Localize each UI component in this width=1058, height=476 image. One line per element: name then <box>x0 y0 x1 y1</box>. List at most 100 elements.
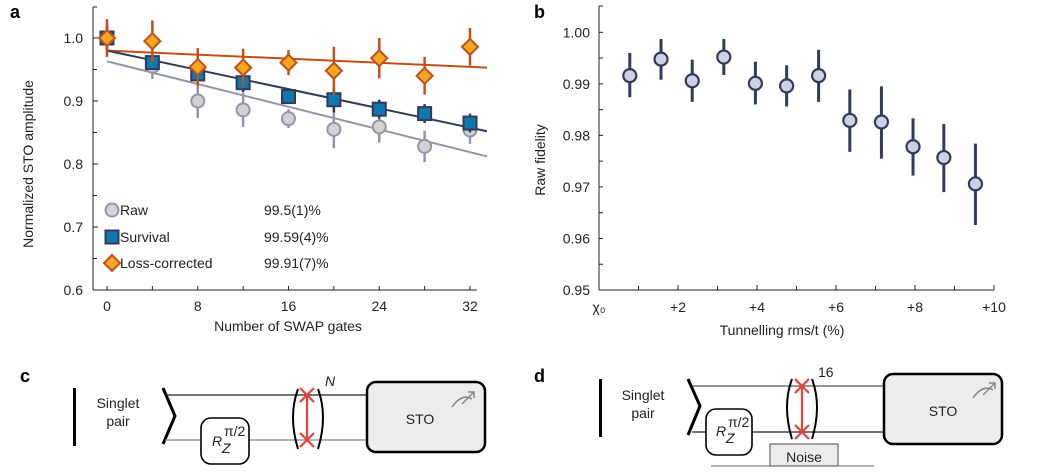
panel-b-xlabel: Tunnelling rms/t (%) <box>720 322 845 338</box>
data-point-loss-corrected <box>102 253 122 273</box>
sto-box <box>365 380 487 454</box>
panel-b-ylabel: Raw fidelity <box>532 124 548 196</box>
x-tick-label: +6 <box>828 299 844 315</box>
x-tick-label: +2 <box>670 299 686 315</box>
data-point <box>811 67 827 84</box>
panel-a-legend: Raw 99.5(1)% Survival 99.59(4)% Loss-correct… <box>102 202 329 273</box>
panel-a-axes: 0.6 0.7 0.8 0.9 1.0 0 8 16 24 32 <box>64 6 478 314</box>
legend-value: 99.5(1)% <box>264 202 321 218</box>
panel-label-a: a <box>10 2 21 22</box>
singlet-label-line1: Singlet <box>97 395 140 411</box>
repeat-paren-right <box>811 378 818 440</box>
data-point <box>747 75 764 91</box>
singlet-label-line2: pair <box>631 405 655 421</box>
data-point-loss-corrected <box>369 48 389 68</box>
rz-gate <box>200 417 250 465</box>
data-point-loss-corrected <box>324 61 344 81</box>
data-point-loss-corrected <box>279 53 298 72</box>
meter-icon <box>972 382 996 399</box>
data-point-raw <box>235 102 251 118</box>
rz-gate-sup: π/2 <box>728 414 750 430</box>
sto-label: STO <box>929 403 958 419</box>
x-tick-label: 16 <box>281 298 297 314</box>
panel-b-points <box>622 39 984 226</box>
repeat-paren-right <box>317 388 324 450</box>
panel-label-c: c <box>20 366 30 386</box>
panel-a-fit-lines <box>106 49 488 158</box>
data-point-survival <box>104 229 120 245</box>
data-point-raw <box>190 93 206 109</box>
data-point <box>842 112 858 129</box>
repeat-paren-left <box>786 378 793 440</box>
data-point <box>936 149 952 166</box>
singlet-bar <box>599 379 602 437</box>
panel-a-points <box>97 19 480 163</box>
data-point <box>622 67 638 84</box>
y-tick-label: 0.7 <box>64 219 84 235</box>
noise-box <box>769 443 839 467</box>
x-tick-label: χ₀ <box>592 299 605 315</box>
y-tick-label: 0.6 <box>64 282 84 298</box>
data-point-loss-corrected <box>233 58 253 78</box>
panel-c-circuit: c Singlet pair R Z π/2 N STO <box>20 366 487 465</box>
y-tick-label: 0.96 <box>563 230 590 246</box>
panel-label-b: b <box>534 2 545 22</box>
legend-value: 99.59(4)% <box>264 229 329 245</box>
x-tick-label: +8 <box>907 299 923 315</box>
panel-a-xlabel: Number of SWAP gates <box>214 318 362 334</box>
rz-gate <box>705 408 753 456</box>
data-point-raw <box>417 138 433 154</box>
data-point <box>684 73 700 89</box>
y-tick-label: 1.00 <box>563 24 590 40</box>
data-point <box>873 114 890 130</box>
singlet-bar <box>73 388 76 446</box>
data-point-loss-corrected <box>460 37 480 57</box>
data-point-survival <box>326 92 342 108</box>
data-point <box>653 51 669 67</box>
fit-line-loss-corrected <box>106 49 488 69</box>
singlet-label-line2: pair <box>106 413 130 429</box>
rz-gate-sub: Z <box>725 430 735 446</box>
legend-value: 99.91(7)% <box>264 255 329 271</box>
data-point-raw <box>281 111 296 127</box>
singlet-bracket <box>161 387 177 445</box>
x-tick-label: 32 <box>462 298 478 314</box>
x-tick-label: 8 <box>194 298 202 314</box>
x-tick-label: +10 <box>982 299 1006 315</box>
y-tick-label: 0.95 <box>563 282 590 298</box>
data-point-raw <box>371 119 387 135</box>
y-tick-label: 0.98 <box>563 127 590 143</box>
repeat-paren-left <box>292 388 299 450</box>
sto-label: STO <box>406 411 435 427</box>
rz-gate-sub: Z <box>221 440 231 456</box>
repeat-count: 16 <box>818 364 834 380</box>
data-point-loss-corrected <box>97 28 117 48</box>
singlet-label-line1: Singlet <box>622 387 665 403</box>
data-point-loss-corrected <box>415 66 435 86</box>
legend-label: Raw <box>120 202 149 218</box>
data-point <box>779 78 795 94</box>
y-tick-label: 1.0 <box>64 30 84 46</box>
x-tick-label: 24 <box>371 298 387 314</box>
data-point-survival <box>281 89 296 105</box>
swap-gate <box>299 387 315 448</box>
rz-gate-base: R <box>212 433 222 449</box>
data-point-raw <box>326 121 342 137</box>
y-tick-label: 0.99 <box>563 76 590 92</box>
data-point-loss-corrected <box>142 31 162 51</box>
swap-gate <box>794 378 810 440</box>
y-tick-label: 0.97 <box>563 179 590 195</box>
data-point <box>967 176 984 192</box>
data-point <box>905 139 921 155</box>
legend-label: Loss-corrected <box>120 255 213 271</box>
data-point-survival <box>462 115 478 131</box>
data-point-raw <box>104 202 120 218</box>
y-tick-label: 0.8 <box>64 156 84 172</box>
data-point-survival <box>371 101 387 117</box>
data-point-survival <box>417 106 433 122</box>
sto-box <box>882 372 1004 446</box>
legend-label: Survival <box>120 229 170 245</box>
panel-d-circuit: d Singlet pair R Z π/2 16 STO Noise <box>534 364 1004 467</box>
